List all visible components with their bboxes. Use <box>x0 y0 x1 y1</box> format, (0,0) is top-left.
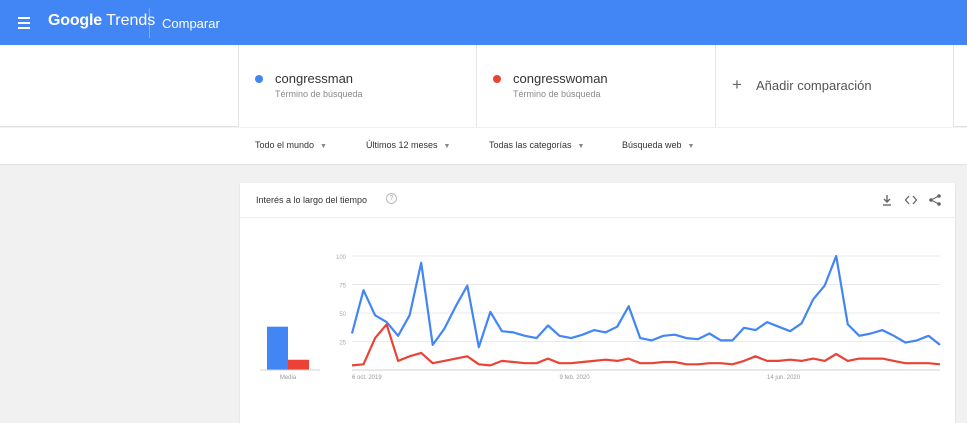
term-card-2[interactable]: congresswoman Término de búsqueda <box>477 45 716 127</box>
hamburger-menu-icon[interactable] <box>14 12 34 32</box>
x-tick-label: 14 jun. 2020 <box>767 375 801 381</box>
term-card-1[interactable]: congressman Término de búsqueda <box>238 45 477 127</box>
term-1-name: congressman <box>275 71 354 86</box>
interest-line-chart: 100 75 50 25 6 oct. 2019 9 feb. 2020 14 jun. 2… <box>260 254 941 381</box>
google-trends-logo[interactable]: Google Trends <box>48 12 155 30</box>
term-2-name: congresswoman <box>513 71 608 86</box>
help-icon[interactable]: ? <box>386 193 397 204</box>
logo-brand: Google <box>48 12 102 29</box>
x-tick-label: 9 feb. 2020 <box>560 375 591 381</box>
series-line-congresswoman <box>351 323 941 367</box>
series-line-congressman <box>350 254 941 349</box>
term-2-type: Término de búsqueda <box>513 89 601 99</box>
region-filter[interactable]: Todo el mundo ▼ <box>255 140 327 150</box>
period-dropdown-icon: ▼ <box>443 143 451 150</box>
y-tick-label: 75 <box>339 284 346 290</box>
share-icon[interactable] <box>928 193 942 207</box>
card-title: Interés a lo largo del tiempo <box>256 195 368 205</box>
term-1-type: Término de búsqueda <box>275 89 363 99</box>
add-comparison-button[interactable]: + Añadir comparación <box>716 45 954 127</box>
y-tick-label: 50 <box>339 312 346 318</box>
logo-product: Trends <box>106 12 156 29</box>
search-type-dropdown-icon: ▼ <box>687 143 695 150</box>
period-filter[interactable]: Últimos 12 meses ▼ <box>366 140 450 150</box>
x-tick-label: 6 oct. 2019 <box>352 375 382 381</box>
interest-over-time-card: Interés a lo largo del tiempo ? 100 75 50 2… <box>240 183 955 423</box>
category-filter-label: Todas las categorías <box>489 140 572 150</box>
term-1-color-dot <box>255 75 263 83</box>
term-2-color-dot <box>493 75 501 83</box>
download-icon[interactable] <box>880 193 894 207</box>
embed-icon[interactable] <box>904 193 918 207</box>
y-tick-label: 100 <box>336 255 347 261</box>
compare-tab[interactable]: Comparar <box>162 16 220 31</box>
category-dropdown-icon: ▼ <box>577 143 585 150</box>
region-dropdown-icon: ▼ <box>320 143 327 150</box>
plus-icon: + <box>732 75 742 94</box>
search-type-filter[interactable]: Búsqueda web ▼ <box>622 140 694 150</box>
filters-bar: Todo el mundo ▼ Últimos 12 meses ▼ Todas l… <box>0 128 967 165</box>
region-filter-label: Todo el mundo <box>255 140 315 150</box>
category-filter[interactable]: Todas las categorías ▼ <box>489 140 584 150</box>
add-comparison-label: Añadir comparación <box>756 78 872 93</box>
card-header-divider <box>240 217 955 218</box>
average-bar <box>288 359 309 370</box>
average-label: Media <box>280 375 297 381</box>
average-bar <box>267 326 288 370</box>
search-type-filter-label: Búsqueda web <box>622 140 682 150</box>
top-app-bar: Google Trends Comparar <box>0 0 967 45</box>
y-tick-label: 25 <box>339 341 346 347</box>
period-filter-label: Últimos 12 meses <box>366 140 438 150</box>
topbar-divider <box>149 8 150 38</box>
